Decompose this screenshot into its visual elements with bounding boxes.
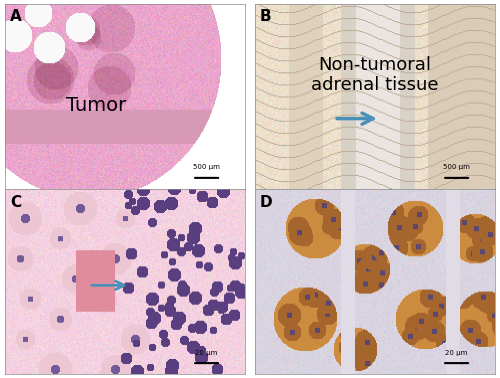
Text: 20 μm: 20 μm bbox=[196, 350, 218, 356]
Text: 500 μm: 500 μm bbox=[443, 164, 470, 170]
Text: Tumor: Tumor bbox=[66, 96, 126, 115]
Text: 20 μm: 20 μm bbox=[446, 350, 468, 356]
Text: B: B bbox=[260, 9, 272, 24]
Text: C: C bbox=[10, 195, 21, 209]
Text: D: D bbox=[260, 195, 272, 209]
Text: Non-tumoral
adrenal tissue: Non-tumoral adrenal tissue bbox=[311, 56, 439, 94]
Text: A: A bbox=[10, 9, 22, 24]
Text: 500 μm: 500 μm bbox=[193, 164, 220, 170]
